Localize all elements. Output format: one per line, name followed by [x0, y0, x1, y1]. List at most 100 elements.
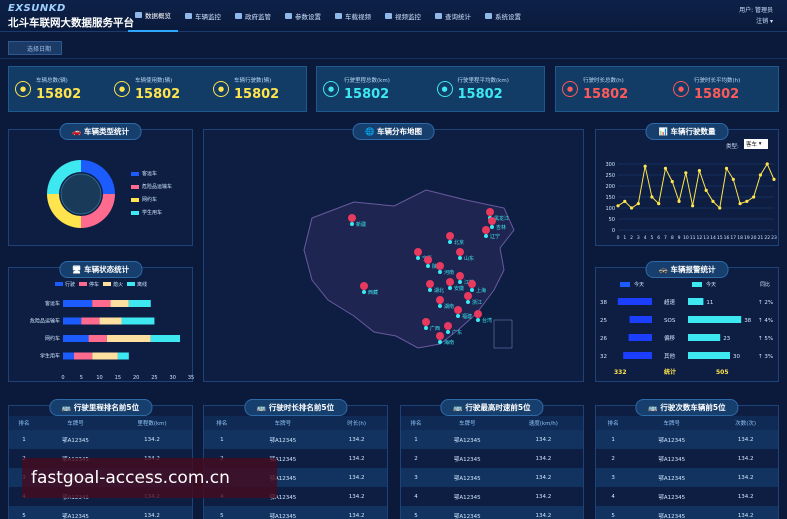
- table-row[interactable]: 2 鄂A12345 134.2: [401, 449, 583, 468]
- map-marker[interactable]: [482, 226, 490, 234]
- map-marker[interactable]: [454, 306, 462, 314]
- bar-segment[interactable]: [150, 335, 181, 342]
- pie-slice-2[interactable]: [47, 194, 81, 228]
- bar-segment[interactable]: [88, 335, 107, 342]
- map-marker[interactable]: [444, 322, 452, 330]
- nav-item-4[interactable]: 车载视频: [328, 0, 378, 32]
- vehicle-type-select[interactable]: 客车 ▾: [744, 139, 768, 149]
- bar-segment[interactable]: [99, 317, 122, 325]
- bar-segment[interactable]: [92, 300, 111, 307]
- logout-button[interactable]: 注销 ▾: [756, 18, 773, 25]
- table-row[interactable]: 5 鄂A12345 134.2: [204, 506, 387, 519]
- alarm-right-bar[interactable]: [688, 352, 730, 359]
- line-point[interactable]: [629, 206, 634, 210]
- map-marker[interactable]: [456, 272, 464, 280]
- map-marker[interactable]: [360, 282, 368, 290]
- china-map[interactable]: 黑龙江吉林辽宁新疆北京宁夏陕西河南江苏上海湖北安徽浙江西藏湖南福建广西广东台湾海…: [204, 130, 585, 383]
- map-marker[interactable]: [348, 214, 356, 222]
- line-point[interactable]: [663, 166, 668, 170]
- line-point[interactable]: [752, 195, 756, 199]
- alarm-left-bar[interactable]: [623, 352, 652, 359]
- nav-item-label: 车辆监控: [195, 13, 221, 21]
- line-point[interactable]: [718, 206, 722, 210]
- bar-segment[interactable]: [73, 352, 93, 360]
- map-marker[interactable]: [426, 280, 434, 288]
- table-row[interactable]: 1 鄂A12345 134.2: [9, 430, 192, 449]
- line-point[interactable]: [724, 166, 729, 170]
- line-point[interactable]: [616, 204, 620, 208]
- line-point[interactable]: [643, 164, 647, 168]
- nav-item-2[interactable]: 政府监管: [228, 0, 278, 32]
- bar-segment[interactable]: [121, 317, 155, 325]
- nav-item-7[interactable]: 系统设置: [478, 0, 528, 32]
- map-marker[interactable]: [436, 262, 444, 270]
- nav-item-5[interactable]: 视频监控: [378, 0, 428, 32]
- nav-item-0[interactable]: 数据概览: [128, 0, 178, 32]
- nav-item-3[interactable]: 参数设置: [278, 0, 328, 32]
- map-marker[interactable]: [422, 318, 430, 326]
- map-marker[interactable]: [414, 248, 422, 256]
- line-point[interactable]: [684, 171, 688, 175]
- table-row[interactable]: 4 鄂A12345 134.2: [401, 487, 583, 506]
- line-point[interactable]: [677, 199, 681, 203]
- bar-segment[interactable]: [117, 352, 129, 360]
- map-marker[interactable]: [464, 292, 472, 300]
- bar-segment[interactable]: [63, 300, 93, 307]
- table-row[interactable]: 5 鄂A12345 134.2: [9, 506, 192, 519]
- table-row[interactable]: 1 鄂A12345 134.2: [401, 430, 583, 449]
- bar-segment[interactable]: [63, 352, 74, 360]
- line-point[interactable]: [711, 199, 715, 203]
- alarm-right-bar[interactable]: [688, 298, 704, 305]
- line-point[interactable]: [738, 202, 742, 206]
- line-point[interactable]: [691, 204, 695, 208]
- map-marker[interactable]: [446, 278, 454, 286]
- table-row[interactable]: 1 鄂A12345 134.2: [596, 430, 778, 449]
- alarm-right-bar[interactable]: [688, 334, 721, 341]
- pie-slice-1[interactable]: [81, 194, 115, 228]
- table-row[interactable]: 2 鄂A12345 134.2: [596, 449, 778, 468]
- map-marker[interactable]: [488, 217, 496, 225]
- select-date-button[interactable]: 选择日期: [8, 41, 62, 55]
- alarm-right-bar[interactable]: [688, 316, 742, 323]
- bar-segment[interactable]: [110, 300, 129, 307]
- table-row[interactable]: 4 鄂A12345 134.2: [596, 487, 778, 506]
- map-marker[interactable]: [436, 296, 444, 304]
- line-point[interactable]: [772, 177, 776, 181]
- map-marker[interactable]: [424, 256, 432, 264]
- pie-slice-0[interactable]: [81, 160, 115, 194]
- nav-item-6[interactable]: 查询统计: [428, 0, 478, 32]
- bar-segment[interactable]: [128, 300, 151, 307]
- map-marker[interactable]: [468, 280, 476, 288]
- line-point[interactable]: [697, 169, 701, 173]
- line-point[interactable]: [765, 162, 769, 166]
- table-row[interactable]: 5 鄂A12345 134.2: [596, 506, 778, 519]
- map-marker[interactable]: [486, 208, 494, 216]
- line-point[interactable]: [636, 202, 640, 206]
- line-point[interactable]: [731, 177, 735, 181]
- bar-segment[interactable]: [63, 317, 82, 325]
- line-point[interactable]: [657, 202, 661, 206]
- table-row[interactable]: 5 鄂A12345 134.2: [401, 506, 583, 519]
- bar-segment[interactable]: [63, 335, 89, 342]
- bar-segment[interactable]: [81, 317, 100, 325]
- alarm-left-bar[interactable]: [628, 334, 652, 341]
- line-point[interactable]: [758, 173, 763, 177]
- line-point[interactable]: [623, 199, 627, 203]
- bar-segment[interactable]: [106, 335, 151, 342]
- pie-slice-3[interactable]: [47, 160, 81, 194]
- map-marker[interactable]: [456, 248, 464, 256]
- nav-item-1[interactable]: 车辆监控: [178, 0, 228, 32]
- map-marker[interactable]: [474, 310, 482, 318]
- alarm-left-bar[interactable]: [629, 316, 653, 323]
- map-marker[interactable]: [446, 232, 454, 240]
- table-row[interactable]: 1 鄂A12345 134.2: [204, 430, 387, 449]
- alarm-left-bar[interactable]: [617, 298, 652, 305]
- line-point[interactable]: [670, 180, 674, 184]
- line-point[interactable]: [704, 188, 708, 192]
- map-marker[interactable]: [436, 332, 444, 340]
- line-point[interactable]: [745, 199, 749, 203]
- bar-segment[interactable]: [92, 352, 118, 360]
- line-point[interactable]: [650, 195, 654, 199]
